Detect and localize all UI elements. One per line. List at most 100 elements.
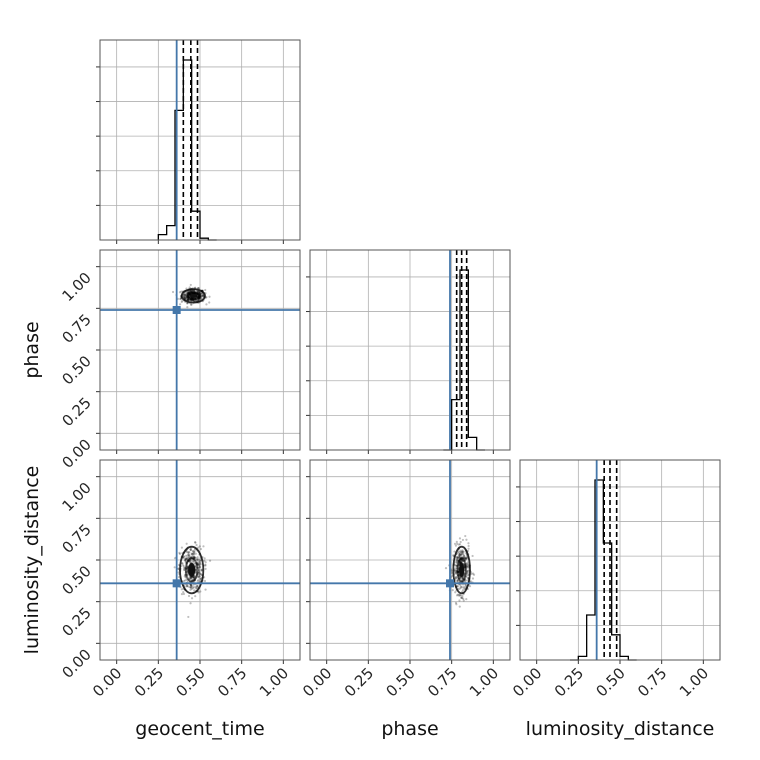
axis-labels: geocent_time phase luminosity_distance p… — [21, 321, 714, 740]
sample-point — [454, 561, 457, 564]
panel-luminosity-distance-hist: 0.00 0.25 0.50 0.75 1.00 — [509, 459, 721, 700]
sample-point — [184, 579, 187, 582]
panel-geocent-time-vs-luminosity-distance: 0.00 0.25 0.50 0.75 1.000.000.250.500.751.00 — [58, 459, 301, 700]
sample-point — [463, 556, 466, 559]
sample-point — [195, 587, 198, 590]
sample-point — [461, 551, 464, 554]
sample-point — [198, 291, 201, 294]
sample-point — [191, 289, 194, 293]
sample-point — [190, 552, 193, 556]
sample-point — [198, 297, 201, 301]
sample-point — [171, 290, 175, 294]
sample-point — [454, 601, 458, 605]
sample-point — [461, 552, 464, 555]
sample-point — [459, 540, 462, 544]
sample-point — [459, 594, 462, 597]
sample-point — [203, 579, 207, 583]
sample-point — [191, 559, 195, 563]
sample-point — [198, 580, 201, 583]
sample-point — [199, 293, 202, 296]
sample-point — [186, 551, 190, 554]
histogram-phase — [443, 269, 485, 451]
sample-point — [191, 553, 194, 556]
sample-point — [183, 295, 187, 298]
sample-point — [197, 290, 200, 293]
tick-label-x: 0.75 — [424, 664, 460, 700]
sample-point — [457, 556, 460, 559]
sample-point — [199, 559, 202, 563]
sample-point — [464, 558, 467, 561]
density-core — [189, 293, 197, 298]
panel-frame — [309, 459, 511, 661]
sample-point — [189, 586, 193, 589]
tick-label-y: 0.50 — [58, 562, 94, 598]
sample-point — [200, 569, 203, 572]
sample-point — [455, 560, 459, 563]
sample-point — [460, 585, 463, 588]
sample-point — [191, 552, 194, 555]
sample-point — [192, 576, 196, 579]
sample-point — [191, 552, 194, 556]
sample-point — [185, 297, 188, 300]
sample-point — [186, 298, 189, 301]
sample-point — [463, 555, 466, 558]
sample-point — [191, 586, 195, 590]
sample-point — [184, 557, 188, 560]
sample-point — [456, 593, 459, 596]
sample-point — [461, 550, 464, 553]
sample-point — [187, 298, 190, 302]
sample-point — [189, 283, 192, 287]
sample-point — [191, 576, 194, 579]
sample-point — [202, 545, 205, 548]
sample-point — [454, 577, 457, 580]
sample-point — [197, 298, 200, 301]
tick-label-y: 0.25 — [58, 604, 94, 640]
sample-point — [189, 577, 192, 580]
sample-point — [462, 597, 465, 600]
sample-point — [455, 556, 458, 559]
tick-label-x: 0.25 — [341, 664, 377, 700]
sample-point — [192, 552, 195, 555]
panel-phase-hist — [306, 249, 511, 454]
sample-point — [467, 571, 470, 574]
truth-marker — [172, 579, 181, 588]
sample-point — [198, 575, 201, 578]
sample-point — [183, 567, 186, 570]
sample-point — [198, 563, 201, 566]
sample-point — [456, 579, 459, 583]
sample-point — [188, 554, 191, 557]
sample-point — [467, 565, 470, 568]
sample-point — [199, 565, 202, 569]
sample-point — [465, 538, 468, 541]
histogram-luminosity-distance — [570, 479, 637, 661]
sample-point — [454, 572, 458, 575]
sample-point — [193, 556, 196, 559]
tick-label-x: 1.00 — [466, 664, 502, 700]
tick-label-x: 0.75 — [214, 664, 250, 700]
sample-point — [186, 565, 189, 569]
sample-point — [182, 592, 186, 596]
sample-point — [466, 561, 469, 564]
xlabel-phase: phase — [381, 718, 438, 740]
sample-point — [190, 585, 193, 588]
sample-point — [464, 557, 467, 560]
sample-point — [181, 562, 184, 565]
sample-point — [186, 567, 189, 571]
density-contour — [184, 557, 199, 583]
sample-point — [457, 550, 460, 553]
tick-label-y: 0.00 — [58, 435, 94, 471]
sample-point — [187, 553, 190, 556]
sample-point — [455, 576, 458, 579]
sample-point — [179, 303, 182, 306]
tick-label-y: 1.00 — [58, 479, 94, 515]
sample-point — [186, 554, 189, 557]
sample-point — [459, 585, 462, 588]
sample-point — [193, 575, 196, 578]
sample-point — [190, 561, 193, 564]
sample-point — [200, 568, 203, 571]
sample-point — [186, 565, 189, 568]
sample-point — [461, 538, 465, 542]
sample-point — [194, 541, 197, 544]
sample-point — [192, 555, 195, 558]
sample-point — [462, 550, 465, 553]
